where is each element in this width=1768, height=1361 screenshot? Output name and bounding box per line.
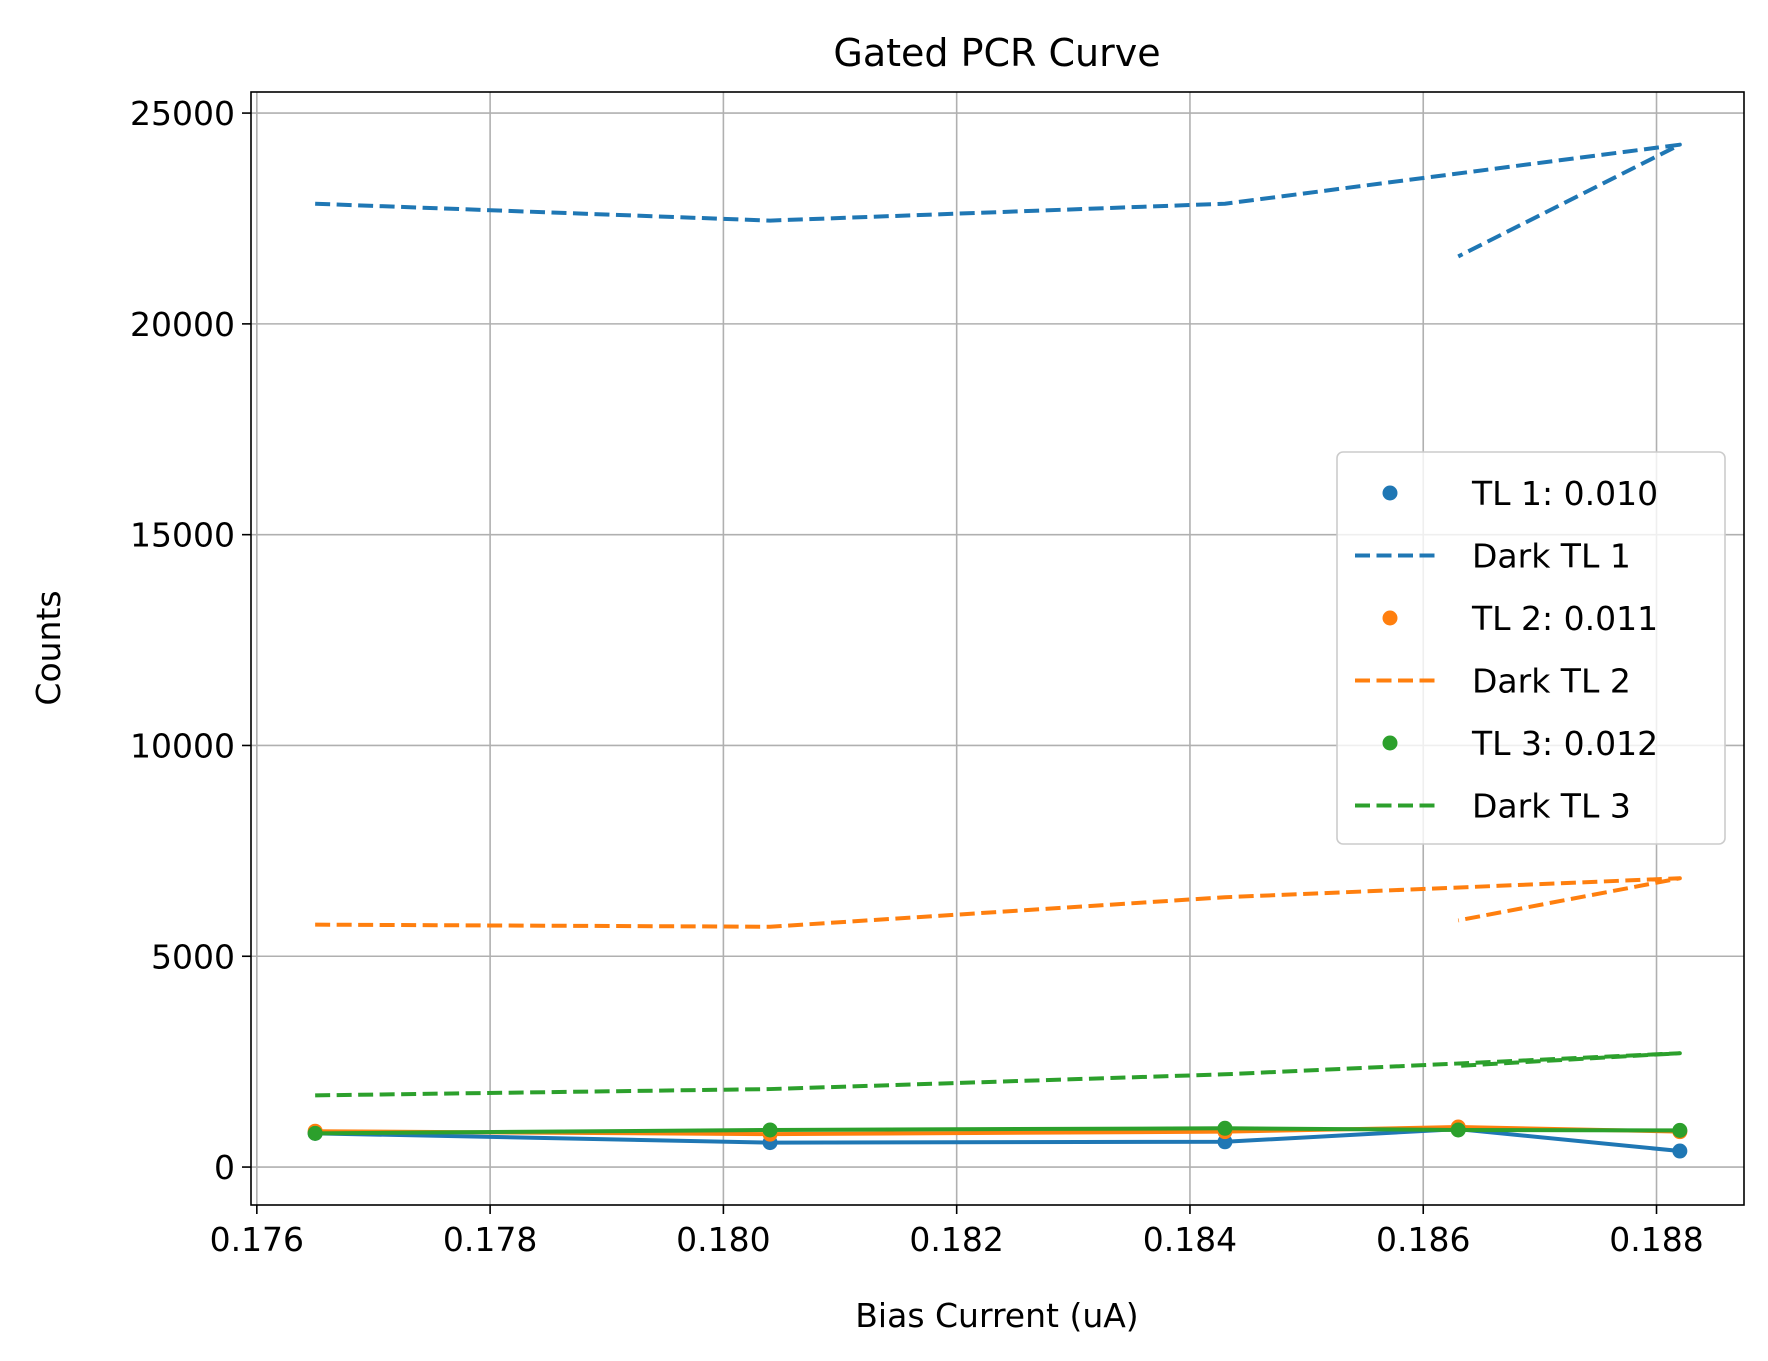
y-tick-label: 20000 [130,305,235,344]
data-point [307,1125,323,1141]
y-tick-label: 5000 [151,937,235,976]
x-axis-label: Bias Current (uA) [855,1296,1138,1335]
x-tick-label: 0.186 [1376,1220,1470,1259]
legend-point-marker [1382,610,1398,626]
x-tick-label: 0.188 [1609,1220,1703,1259]
y-tick-label: 10000 [130,726,235,765]
data-point [1672,1143,1688,1159]
legend-box [1336,451,1726,845]
legend-label: TL 3: 0.012 [1471,724,1658,763]
x-tick-label: 0.176 [210,1220,304,1259]
series-line-2 [315,142,1682,259]
plot-area-frame [250,91,1745,1206]
legend-point-marker [1382,485,1398,501]
series-layer [307,142,1688,1159]
y-tick-label: 0 [214,1148,235,1187]
x-tick-label: 0.184 [1143,1220,1237,1259]
y-tick-label: 25000 [130,94,235,133]
legend-label: TL 1: 0.010 [1471,474,1658,513]
legend-label: Dark TL 3 [1472,787,1631,826]
legend-label: TL 2: 0.011 [1471,599,1658,638]
axis-ticks: 0.176 0.178 0.180 0.182 0.184 0.186 0.188 0 5000… [130,94,1704,1259]
y-axis-label: Counts [29,590,68,705]
data-point [762,1122,778,1138]
data-point [1217,1120,1233,1136]
series-line-6 [315,1051,1682,1098]
data-point [1672,1122,1688,1138]
legend-label: Dark TL 2 [1472,662,1631,701]
y-tick-label: 15000 [130,516,235,555]
x-tick-label: 0.178 [443,1220,537,1259]
series-line-4 [315,876,1682,929]
x-tick-label: 0.182 [909,1220,1003,1259]
legend-label: Dark TL 1 [1472,537,1631,576]
chart-title: Gated PCR Curve [833,31,1160,75]
x-tick-label: 0.180 [676,1220,770,1259]
legend-point-marker [1382,735,1398,751]
data-point [1450,1122,1466,1138]
legend: TL 1: 0.010 Dark TL 1 TL 2: 0.011 Dark TL 2… [1336,451,1726,845]
